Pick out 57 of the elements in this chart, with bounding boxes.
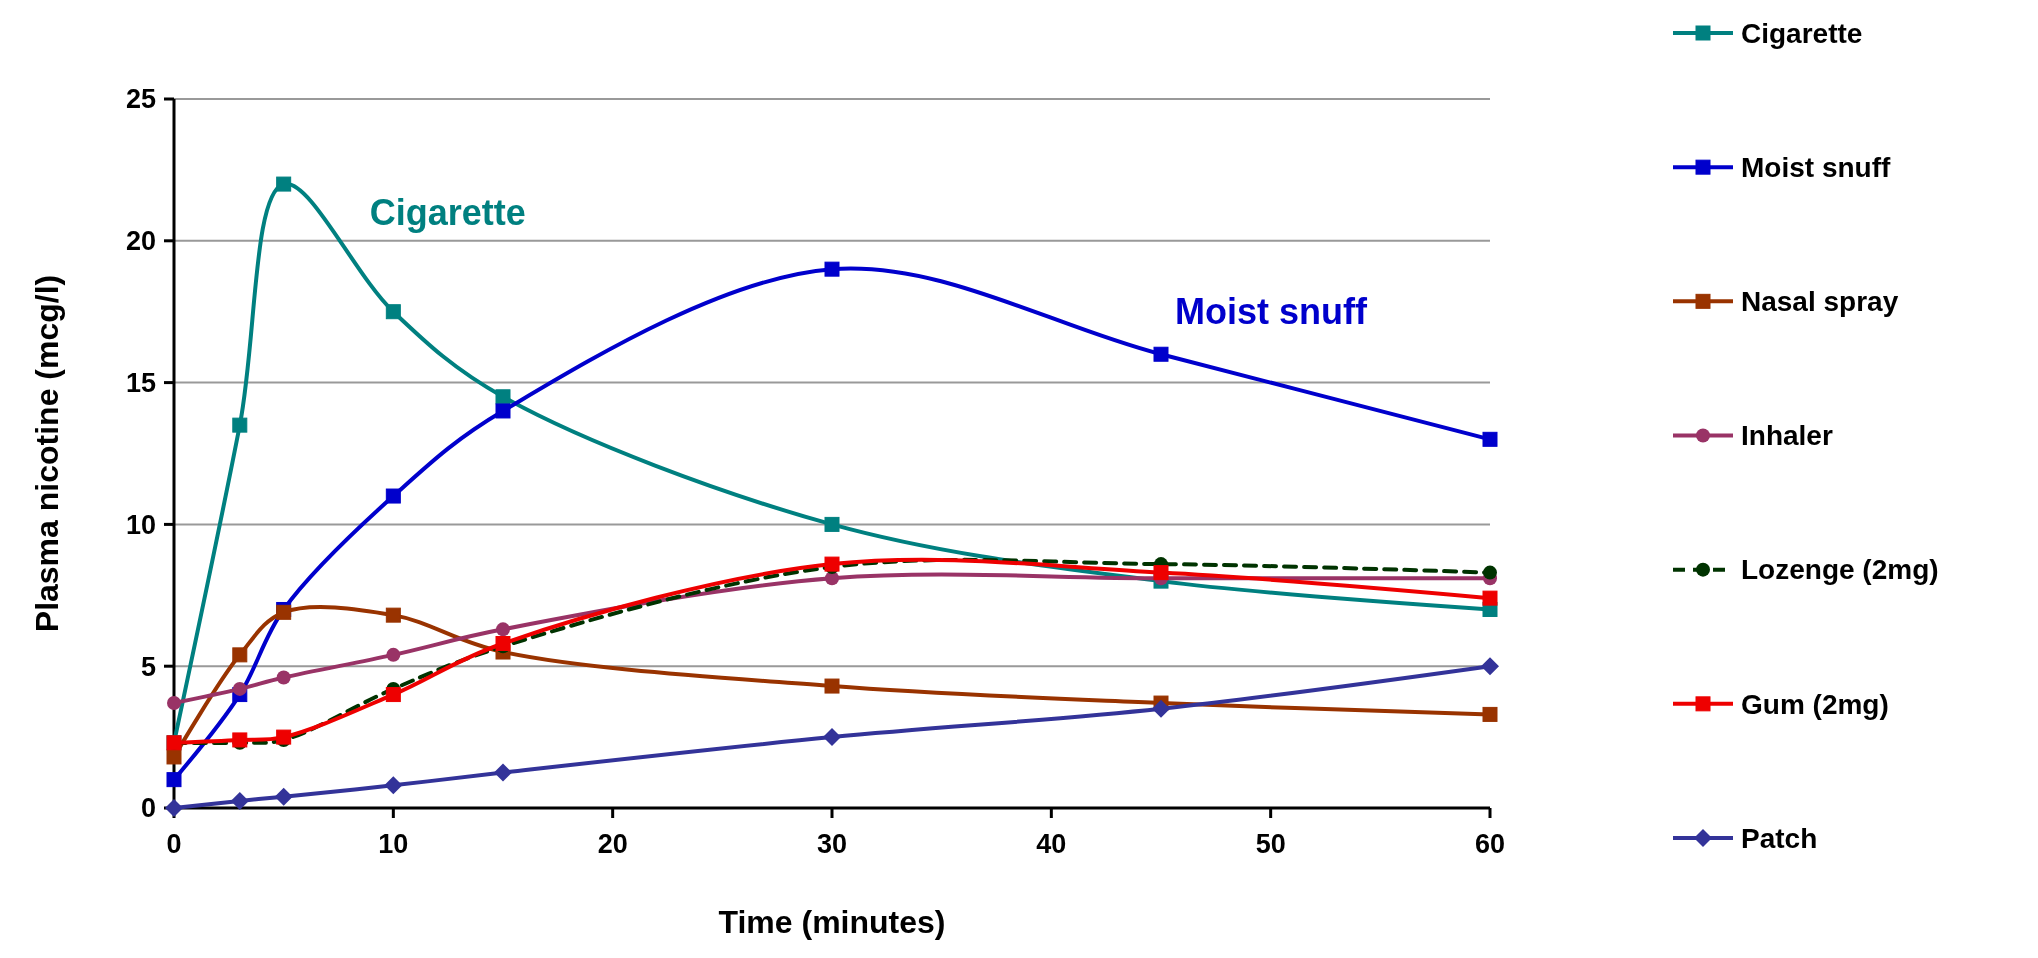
x-tick-label: 20 <box>597 829 628 859</box>
point <box>385 607 401 623</box>
point <box>1152 699 1170 718</box>
point <box>166 772 182 788</box>
point <box>1482 431 1498 447</box>
x-tick-label: 0 <box>166 829 182 859</box>
y-tick-label: 20 <box>125 226 156 257</box>
point <box>495 403 511 419</box>
legend-label: Inhaler <box>1741 420 1833 452</box>
point <box>824 678 840 694</box>
point <box>385 304 401 320</box>
point <box>825 571 839 586</box>
annotation: Moist snuff <box>1175 290 1368 332</box>
y-tick-label: 0 <box>140 793 156 824</box>
x-tick-label: 30 <box>816 829 848 859</box>
point <box>166 749 182 765</box>
point <box>386 647 401 662</box>
legend-label: Patch <box>1741 822 1818 854</box>
legend-label: Gum (2mg) <box>1741 688 1889 720</box>
legend-label: Lozenge (2mg) <box>1741 554 1939 586</box>
point <box>494 763 512 782</box>
y-axis-title: Plasma nicotine (mcg/l) <box>29 274 65 633</box>
point <box>385 488 401 504</box>
point <box>495 389 511 405</box>
point <box>384 776 403 795</box>
x-tick-label: 60 <box>1474 829 1506 859</box>
point <box>824 261 840 277</box>
point <box>276 176 292 192</box>
point <box>274 787 293 806</box>
x-tick-label: 40 <box>1036 829 1067 859</box>
legend-label: Moist snuff <box>1741 151 1891 183</box>
point <box>1481 657 1499 676</box>
legend-label: Nasal spray <box>1741 286 1899 318</box>
point <box>823 728 841 747</box>
y-tick-label: 15 <box>125 368 156 399</box>
point <box>1482 590 1498 606</box>
point <box>232 647 248 663</box>
point <box>1483 565 1497 580</box>
legend-label: Cigarette <box>1741 17 1863 49</box>
x-axis-title: Time (minutes) <box>718 904 946 940</box>
y-tick-label: 25 <box>125 84 156 115</box>
annotation: Cigarette <box>369 191 526 233</box>
point <box>230 791 249 810</box>
y-tick-label: 5 <box>140 651 156 682</box>
point <box>232 417 248 433</box>
point <box>1153 346 1169 362</box>
point <box>232 681 247 696</box>
point <box>276 670 291 685</box>
point <box>167 696 181 711</box>
point <box>385 687 401 703</box>
x-tick-label: 10 <box>378 829 409 859</box>
x-tick-label: 50 <box>1255 829 1286 859</box>
point <box>1482 706 1498 722</box>
point <box>824 516 840 532</box>
point <box>1153 565 1169 581</box>
y-tick-label: 10 <box>125 509 156 540</box>
point <box>496 622 510 637</box>
